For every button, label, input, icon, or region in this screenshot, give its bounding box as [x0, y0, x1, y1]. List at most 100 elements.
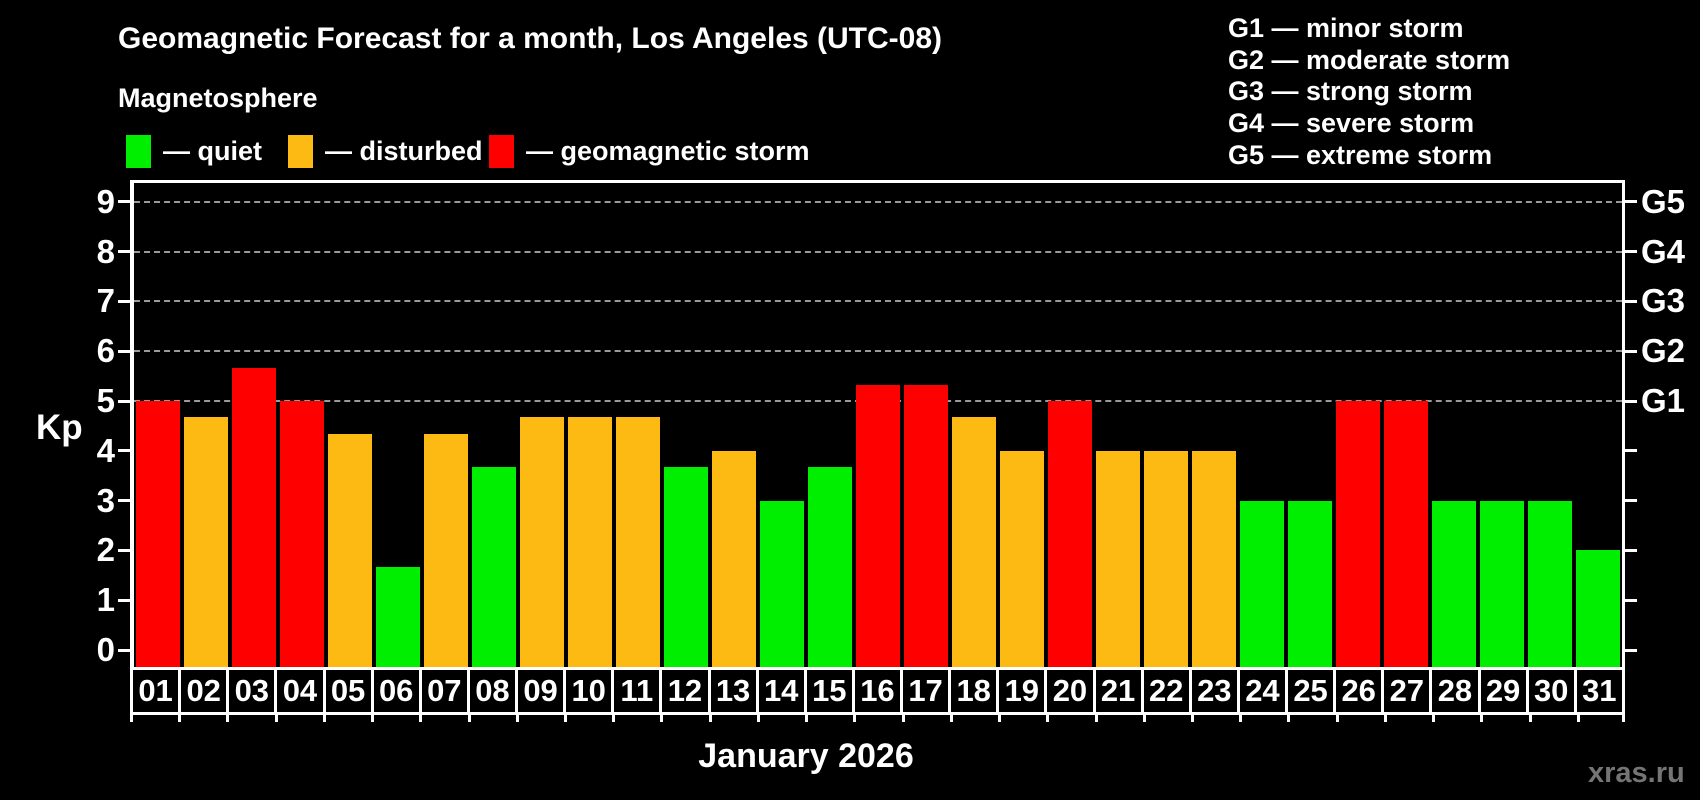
- bar-day-24: [1240, 500, 1284, 667]
- y-tick-left-9: [118, 200, 130, 204]
- bar-day-01: [136, 401, 180, 667]
- y-tick-right-4: [1625, 449, 1637, 453]
- bar-day-07: [424, 434, 468, 667]
- x-subtick-8: [516, 715, 519, 722]
- bar-day-12: [664, 467, 708, 667]
- x-subtick-28: [1480, 715, 1483, 722]
- gridline-kp-6: [134, 350, 1622, 353]
- page-title: Geomagnetic Forecast for a month, Los An…: [118, 22, 943, 55]
- day-label-04: 04: [274, 670, 322, 712]
- bar-day-21: [1096, 450, 1140, 667]
- y-tick-left-4: [118, 449, 130, 453]
- x-subtick-19: [1046, 715, 1049, 722]
- y-tick-label-2: 2: [96, 531, 115, 569]
- x-subtick-6: [419, 715, 422, 722]
- g-level-label-G3: G3: [1641, 282, 1686, 320]
- x-subtick-23: [1239, 715, 1242, 722]
- legend-label-disturbed: — disturbed: [325, 135, 483, 166]
- day-label-28: 28: [1429, 670, 1477, 712]
- x-subtick-22: [1191, 715, 1194, 722]
- g-scale-legend: G1 — minor storm G2 — moderate storm G3 — …: [1228, 13, 1510, 172]
- day-label-31: 31: [1573, 670, 1622, 712]
- x-subtick-10: [612, 715, 615, 722]
- y-tick-label-0: 0: [96, 631, 115, 668]
- y-tick-right-6: [1625, 349, 1637, 353]
- y-tick-left-2: [118, 548, 130, 552]
- x-subtick-16: [902, 715, 905, 722]
- legend-item-disturbed: — disturbed: [288, 133, 483, 169]
- day-label-29: 29: [1477, 670, 1526, 712]
- g-scale-legend-line-4: G4 — severe storm: [1228, 108, 1475, 139]
- y-tick-label-1: 1: [96, 581, 115, 619]
- g-scale-legend-line-1: G1 — minor storm: [1228, 13, 1464, 43]
- x-subtick-20: [1095, 715, 1098, 722]
- day-label-25: 25: [1285, 670, 1333, 712]
- y-tick-right-3: [1625, 499, 1637, 503]
- bar-day-10: [568, 417, 612, 667]
- day-label-24: 24: [1236, 670, 1285, 712]
- x-subtick-7: [468, 715, 471, 722]
- y-tick-left-5: [118, 399, 130, 403]
- day-label-01: 01: [138, 673, 173, 708]
- bar-day-02: [184, 417, 228, 667]
- x-subtick-2: [226, 715, 229, 722]
- legend-label-quiet: — quiet: [163, 135, 262, 166]
- bar-day-22: [1144, 450, 1188, 667]
- legend-swatch-disturbed: [288, 134, 313, 168]
- x-subtick-13: [757, 715, 760, 722]
- x-subtick-3: [275, 715, 278, 722]
- x-subtick-9: [564, 715, 567, 722]
- y-tick-left-6: [118, 349, 130, 353]
- bar-day-14: [760, 500, 804, 667]
- x-subtick-30: [1577, 715, 1580, 722]
- day-label-26: 26: [1333, 670, 1381, 712]
- x-subtick-4: [323, 715, 326, 722]
- y-tick-label-8: 8: [96, 232, 115, 270]
- g-scale-legend-line-5: G5 — extreme storm: [1228, 139, 1493, 170]
- y-tick-left-3: [118, 499, 130, 503]
- bar-day-08: [472, 467, 516, 667]
- y-tick-label-3: 3: [96, 481, 115, 519]
- y-tick-right-1: [1625, 598, 1637, 602]
- gridline-kp-9: [134, 200, 1622, 203]
- gridline-kp-8: [134, 250, 1622, 253]
- day-label-21: 21: [1092, 670, 1141, 712]
- bar-day-25: [1288, 500, 1332, 667]
- x-subtick-31: [1622, 715, 1625, 722]
- watermark: xras.ru: [1588, 757, 1685, 789]
- y-tick-left-7: [118, 299, 130, 303]
- g-level-label-G5: G5: [1641, 182, 1686, 220]
- y-tick-left-1: [118, 598, 130, 602]
- day-label-11: 11: [611, 670, 659, 712]
- bar-day-20: [1048, 401, 1092, 667]
- y-tick-right-2: [1625, 548, 1637, 552]
- x-subtick-14: [805, 715, 808, 722]
- day-label-08: 08: [466, 670, 515, 712]
- day-label-13: 13: [707, 670, 756, 712]
- x-subtick-0: [130, 715, 133, 722]
- day-label-09: 09: [515, 670, 563, 712]
- bar-day-29: [1480, 500, 1524, 667]
- x-subtick-29: [1529, 715, 1532, 722]
- day-label-17: 17: [900, 670, 948, 712]
- g-level-label-G1: G1: [1641, 382, 1686, 419]
- x-subtick-11: [660, 715, 663, 722]
- day-label-10: 10: [563, 670, 611, 712]
- x-subtick-21: [1143, 715, 1146, 722]
- plot-area: [130, 180, 1625, 667]
- bar-day-31: [1576, 550, 1620, 667]
- y-tick-label-4: 4: [96, 431, 115, 469]
- day-label-15: 15: [803, 670, 852, 712]
- day-label-03: 03: [226, 670, 274, 712]
- x-subtick-26: [1384, 715, 1387, 722]
- day-label-30: 30: [1525, 670, 1574, 712]
- bar-day-30: [1528, 500, 1572, 667]
- bar-day-17: [904, 384, 948, 667]
- bar-day-15: [808, 467, 852, 667]
- y-axis-title: Kp: [36, 408, 83, 447]
- day-label-19: 19: [996, 670, 1044, 712]
- x-subtick-12: [709, 715, 712, 722]
- bar-day-18: [952, 417, 996, 667]
- bar-day-03: [232, 367, 276, 667]
